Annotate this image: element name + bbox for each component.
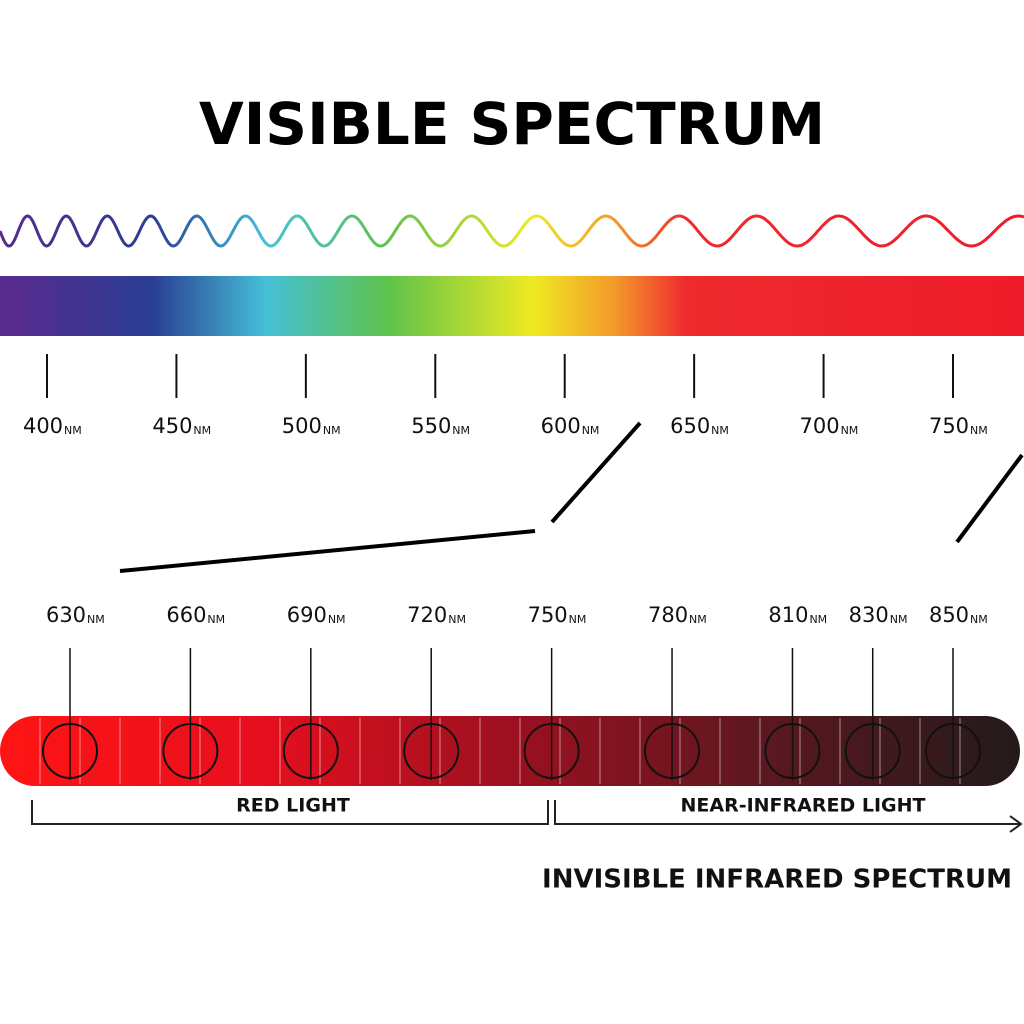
tick-unit: NM <box>582 424 600 437</box>
tick-label: 600 <box>541 414 581 438</box>
tick-unit: NM <box>970 424 988 437</box>
wavelength-circle <box>162 723 219 779</box>
tick-label: 630 <box>46 603 86 627</box>
red-bracket <box>31 800 549 825</box>
wavelength-circle <box>644 723 701 779</box>
tick-unit: NM <box>64 424 82 437</box>
tick-unit: NM <box>569 613 587 626</box>
tick-label: 500 <box>282 414 322 438</box>
wavelength-circle <box>282 723 339 779</box>
tick-unit: NM <box>87 613 105 626</box>
tick-label: 400 <box>23 414 63 438</box>
wavelength-circle <box>764 723 821 779</box>
tick-unit: NM <box>448 613 466 626</box>
wave <box>0 214 1024 248</box>
tick-unit: NM <box>809 613 827 626</box>
wavelength-circle <box>925 723 981 779</box>
tick-label: 780 <box>648 603 688 627</box>
nir-bracket <box>554 800 1023 833</box>
wavelength-circle <box>844 723 901 779</box>
wavelength-circle <box>523 723 580 779</box>
tick-unit: NM <box>711 424 729 437</box>
infrared-bar <box>0 716 1020 786</box>
tick-label: 750 <box>929 414 969 438</box>
tick-unit: NM <box>323 424 341 437</box>
tick-label: 650 <box>670 414 710 438</box>
tick-label: 700 <box>800 414 840 438</box>
tick-label: 850 <box>929 603 969 627</box>
tick-unit: NM <box>193 424 211 437</box>
nir-label: NEAR-INFRARED LIGHT <box>680 795 925 817</box>
tick-label: 830 <box>849 603 889 627</box>
tick-label: 660 <box>166 603 206 627</box>
zoom-line <box>955 453 1024 544</box>
wavelength-circle <box>403 723 460 779</box>
tick-label: 750 <box>528 603 568 627</box>
tick-unit: NM <box>890 613 908 626</box>
tick-unit: NM <box>207 613 225 626</box>
zoom-line <box>119 529 536 573</box>
tick-unit: NM <box>452 424 470 437</box>
zoom-line <box>550 421 642 524</box>
tick-unit: NM <box>689 613 707 626</box>
tick-unit: NM <box>841 424 859 437</box>
spectrum-bar <box>0 276 1024 336</box>
tick-label: 720 <box>407 603 447 627</box>
tick-label: 450 <box>152 414 192 438</box>
footer: INVISIBLE INFRARED SPECTRUM <box>542 865 1012 895</box>
tick-unit: NM <box>970 613 988 626</box>
title: VISIBLE SPECTRUM <box>199 90 825 158</box>
red-label: RED LIGHT <box>236 795 350 817</box>
tick-unit: NM <box>328 613 346 626</box>
wavelength-circle <box>42 723 98 779</box>
tick-label: 550 <box>411 414 451 438</box>
tick-label: 810 <box>768 603 808 627</box>
tick-label: 690 <box>287 603 327 627</box>
